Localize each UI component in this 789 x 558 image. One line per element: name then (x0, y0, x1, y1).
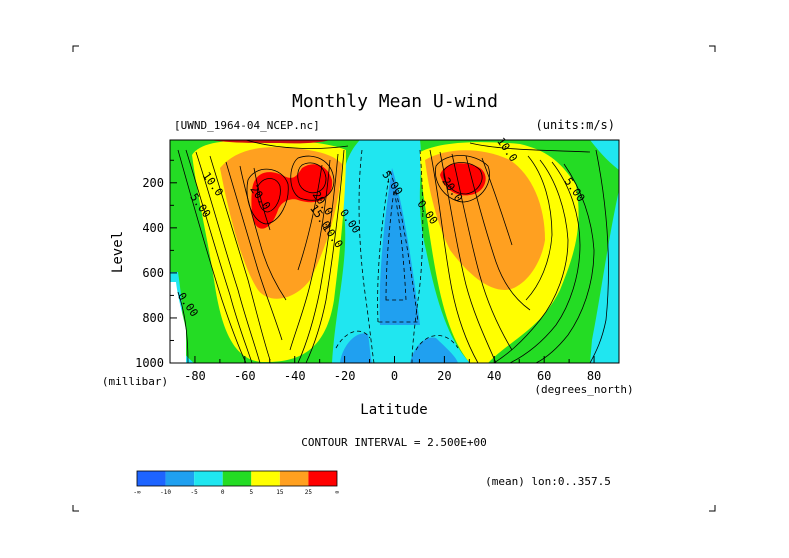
x-tick-label-0: -80 (184, 369, 206, 383)
colorbar-label-3: 0 (221, 489, 225, 496)
colorbar-swatch-0 (137, 471, 166, 486)
y-tick-label-2: 600 (142, 266, 164, 280)
colorbar-swatch-5 (279, 471, 309, 486)
x-unit-label: (degrees_north) (534, 383, 633, 396)
colorbar-label-5: 15 (276, 489, 284, 496)
colorbar-label-0: -∞ (133, 489, 141, 496)
colorbar-label-1: -10 (160, 489, 171, 496)
y-tick-label-0: 200 (142, 176, 164, 190)
x-axis: -80 -60 -40 -20 0 20 40 60 80 (169, 356, 620, 383)
colorbar-swatch-6 (308, 471, 337, 486)
y-unit-label: (millibar) (102, 375, 168, 388)
colorbar-label-7: ∞ (335, 489, 339, 496)
mean-lon-text: (mean) lon:0..357.5 (485, 475, 611, 488)
colorbar-label-2: -5 (191, 489, 199, 496)
x-tick-label-7: 60 (537, 369, 551, 383)
x-tick-label-5: 20 (437, 369, 451, 383)
x-tick-label-6: 40 (487, 369, 501, 383)
x-tick-label-3: -20 (334, 369, 356, 383)
x-tick-label-4: 0 (391, 369, 398, 383)
units-label: (units:m/s) (536, 118, 615, 132)
negative-contour-lines (335, 149, 459, 363)
colorbar-label-4: 5 (249, 489, 253, 496)
colorbar-frame (136, 470, 338, 487)
y-tick-label-1: 400 (142, 221, 164, 235)
y-tick-label-4: 1000 (135, 356, 164, 370)
x-tick-label-2: -40 (284, 369, 306, 383)
y-axis: 200 400 600 800 1000 (135, 159, 177, 370)
filled-contours (170, 140, 619, 363)
contour-lines (177, 140, 609, 363)
colorbar-swatch-4 (251, 471, 280, 486)
x-axis-label: Latitude (360, 402, 427, 418)
x-tick-label-1: -60 (234, 369, 256, 383)
colorbar-swatch-1 (165, 471, 195, 486)
colorbar-label-6: 25 (305, 489, 313, 496)
colorbar-swatch-2 (194, 471, 223, 486)
colorbar-swatch-3 (222, 471, 252, 486)
y-tick-label-3: 800 (142, 311, 164, 325)
chart-title: Monthly Mean U-wind (292, 91, 498, 112)
colorbar: -∞ -10 -5 0 5 15 25 ∞ (133, 470, 339, 496)
y-axis-label: Level (110, 231, 126, 273)
dataset-label: [UWND_1964-04_NCEP.nc] (174, 119, 320, 132)
x-tick-label-8: 80 (587, 369, 601, 383)
crop-marks (72, 45, 716, 512)
contour-interval-text: CONTOUR INTERVAL = 2.500E+00 (301, 436, 486, 449)
